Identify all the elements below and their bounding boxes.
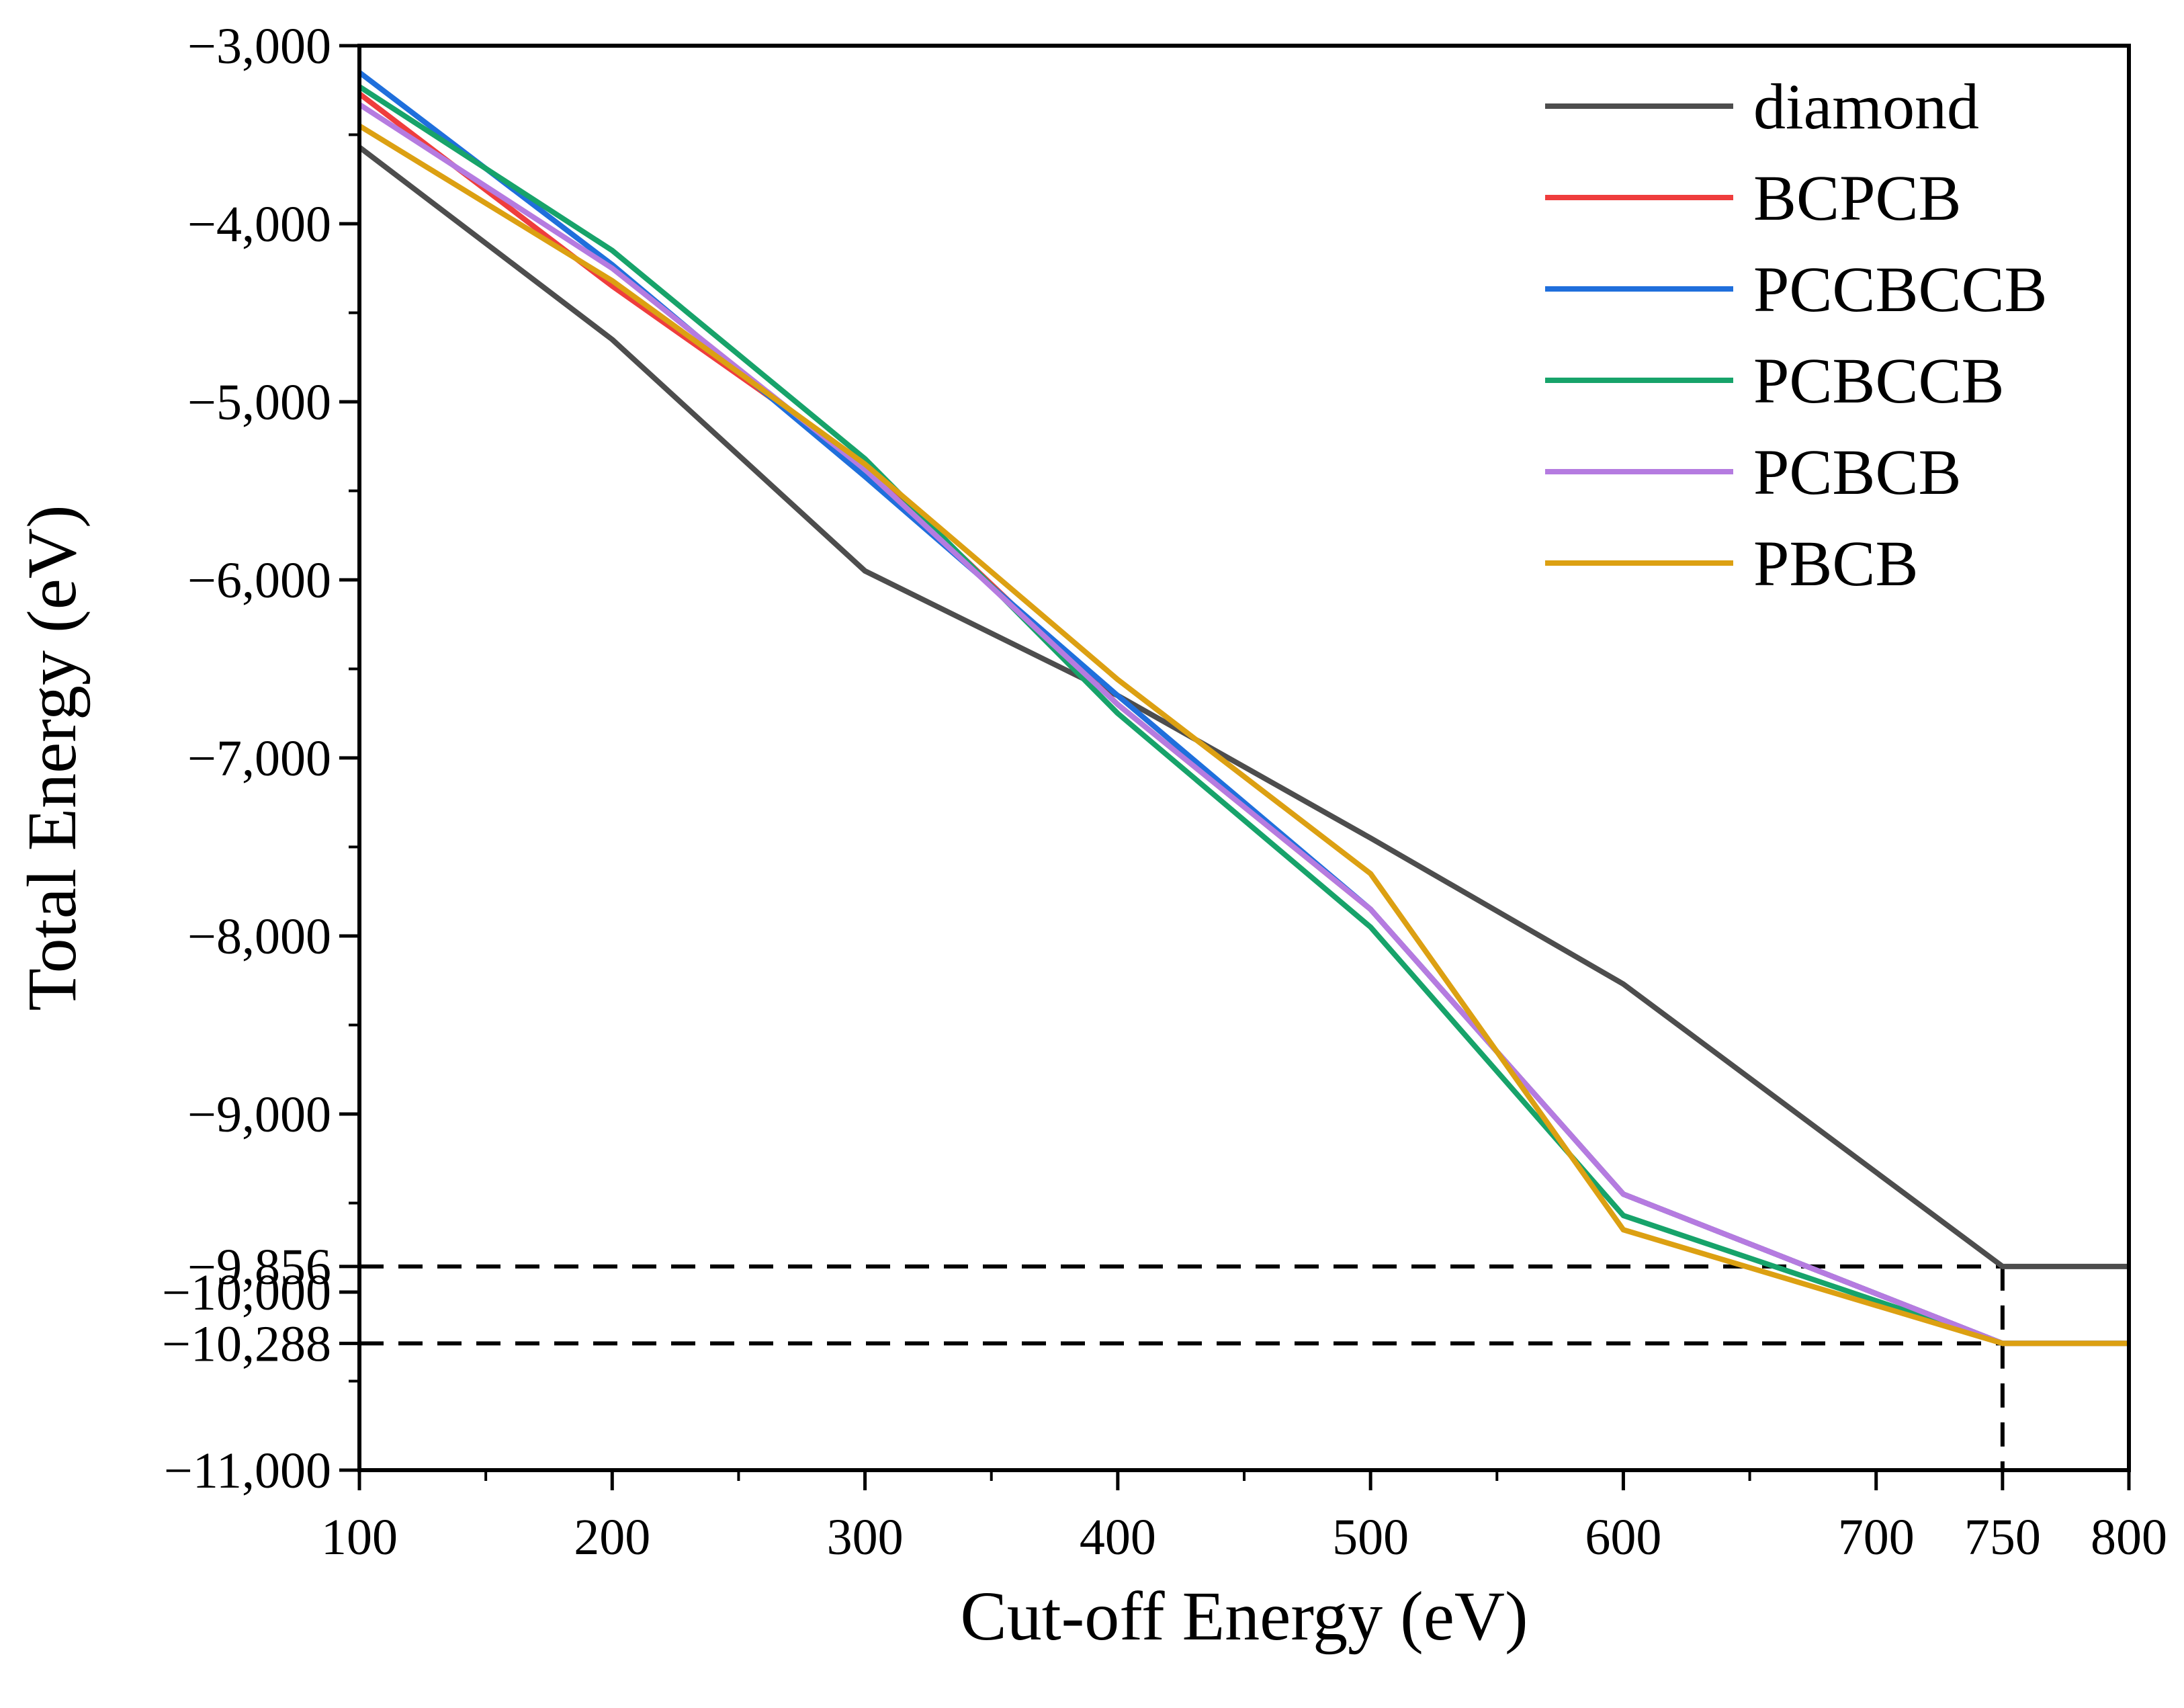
reference-lines: [359, 1264, 2005, 1470]
series-lines: [357, 70, 2129, 1347]
x-tick-label: 800: [2091, 1509, 2167, 1566]
legend-label: BCPCB: [1753, 162, 1962, 234]
y-tick-label: −9,856: [187, 1239, 331, 1295]
y-tick-label: −5,000: [187, 374, 331, 431]
y-tick-label: −10,288: [162, 1316, 331, 1372]
legend-label: diamond: [1753, 71, 1979, 142]
legend-label: PCBCB: [1753, 436, 1962, 508]
y-tick-label: −3,000: [187, 18, 331, 75]
x-tick-label: 600: [1585, 1509, 1661, 1566]
legend-label: PCBCCB: [1753, 345, 2005, 417]
x-tick-label: 700: [1838, 1509, 1915, 1566]
y-tick-label: −9,000: [187, 1086, 331, 1143]
y-tick-label: −6,000: [187, 552, 331, 609]
x-tick-label: 200: [574, 1509, 650, 1566]
y-tick-label: −8,000: [187, 908, 331, 965]
series-line-pbcb: [357, 123, 2129, 1347]
y-tick-label: −4,000: [187, 196, 331, 253]
legend-label: PCCBCCB: [1753, 253, 2048, 325]
x-tick-label: 100: [321, 1509, 398, 1566]
series-line-diamond: [357, 144, 2129, 1269]
x-axis: 100 200 300 400 500 600 700 750 800: [321, 1470, 2167, 1566]
y-axis-title: Total Energy (eV): [13, 505, 91, 1011]
x-tick-label: 300: [827, 1509, 904, 1566]
x-tick-label: 500: [1332, 1509, 1409, 1566]
series-line-pcbcb: [357, 102, 2129, 1347]
y-tick-label: −10,000: [162, 1265, 331, 1321]
y-tick-label: −7,000: [187, 730, 331, 787]
legend-label: PBCB: [1753, 527, 1918, 599]
legend: diamond BCPCB PCCBCCB PCBCCB PCBCB PBCB: [1545, 71, 2048, 599]
x-tick-label: 400: [1080, 1509, 1156, 1566]
x-axis-title: Cut-off Energy (eV): [960, 1578, 1528, 1655]
y-axis: −3,000 −4,000 −5,000 −6,000 −7,000 −8,000 −9,0…: [162, 18, 359, 1499]
x-tick-label: 750: [1964, 1509, 2041, 1566]
y-tick-label: −11,000: [164, 1443, 331, 1499]
